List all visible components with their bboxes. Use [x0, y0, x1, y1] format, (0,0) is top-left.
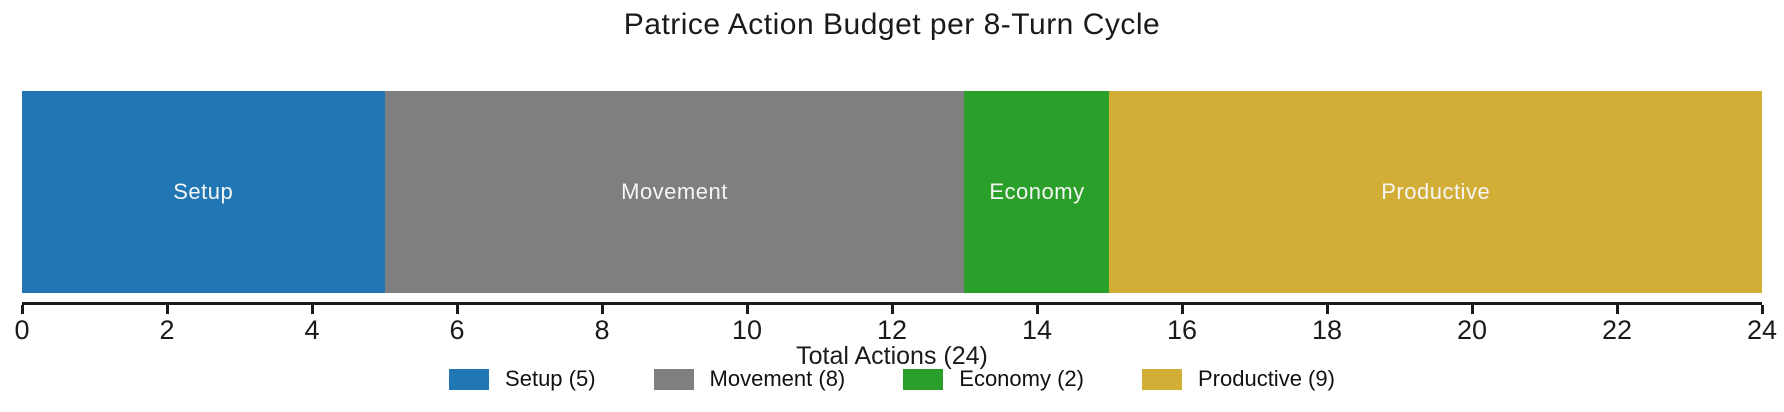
legend-label: Movement (8) [709, 366, 846, 391]
legend-swatch [1141, 368, 1182, 390]
segment-label: Setup [173, 179, 234, 204]
legend-swatch [449, 368, 490, 390]
tick-label: 24 [1746, 315, 1778, 345]
tick-label: 0 [14, 315, 30, 345]
tick-mark [310, 305, 314, 314]
segment-label: Productive [1381, 179, 1491, 204]
tick-label: 20 [1456, 315, 1488, 345]
legend-label: Setup (5) [505, 366, 596, 391]
x-axis-label: Total Actions (24) [796, 342, 988, 370]
tick-mark [1180, 305, 1184, 314]
tick-mark [165, 305, 169, 314]
legend-item-setup: Setup (5) [449, 366, 596, 392]
tick-label: 6 [449, 315, 465, 345]
legend-item-productive: Productive (9) [1141, 366, 1335, 392]
segment-label: Economy [989, 179, 1085, 204]
tick-label: 2 [159, 315, 175, 345]
legend-swatch [653, 368, 694, 390]
bar-segment-economy: Economy [964, 91, 1110, 293]
tick-label: 8 [594, 315, 610, 345]
tick-mark [1616, 305, 1619, 314]
tick-mark [1326, 305, 1329, 314]
stacked-bar: Setup Movement Economy Productive [22, 91, 1762, 293]
tick-label: 22 [1601, 315, 1633, 345]
chart-title: Patrice Action Budget per 8-Turn Cycle [623, 8, 1161, 41]
legend-item-movement: Movement (8) [653, 366, 846, 392]
tick-label: 10 [731, 315, 763, 345]
x-axis-line [22, 302, 1762, 305]
tick-mark [456, 305, 459, 314]
tick-mark [21, 305, 24, 314]
legend-swatch [903, 368, 944, 390]
tick-label: 16 [1166, 315, 1198, 345]
tick-mark [600, 305, 604, 314]
tick-label: 4 [304, 315, 320, 345]
legend-label: Economy (2) [959, 366, 1084, 391]
legend: Setup (5) Movement (8) Economy (2) Producti… [0, 366, 1784, 392]
segment-label: Movement [621, 179, 728, 204]
tick-mark [1471, 305, 1474, 314]
x-axis-ticks: 0 2 4 6 8 10 12 14 16 18 20 22 24 [14, 305, 1777, 349]
bar-segment-productive: Productive [1109, 91, 1762, 293]
tick-label: 12 [876, 315, 908, 345]
legend-item-economy: Economy (2) [903, 366, 1084, 392]
tick-mark [1036, 305, 1039, 314]
tick-mark [891, 305, 894, 314]
tick-mark [1761, 305, 1764, 314]
plot-area: Setup Movement Economy Productive [22, 91, 1762, 293]
tick-label: 14 [1021, 315, 1053, 345]
bar-segment-setup: Setup [22, 91, 385, 293]
legend-label: Productive (9) [1197, 366, 1335, 391]
tick-mark [746, 305, 749, 314]
bar-segment-movement: Movement [384, 91, 965, 293]
tick-label: 18 [1311, 315, 1343, 345]
